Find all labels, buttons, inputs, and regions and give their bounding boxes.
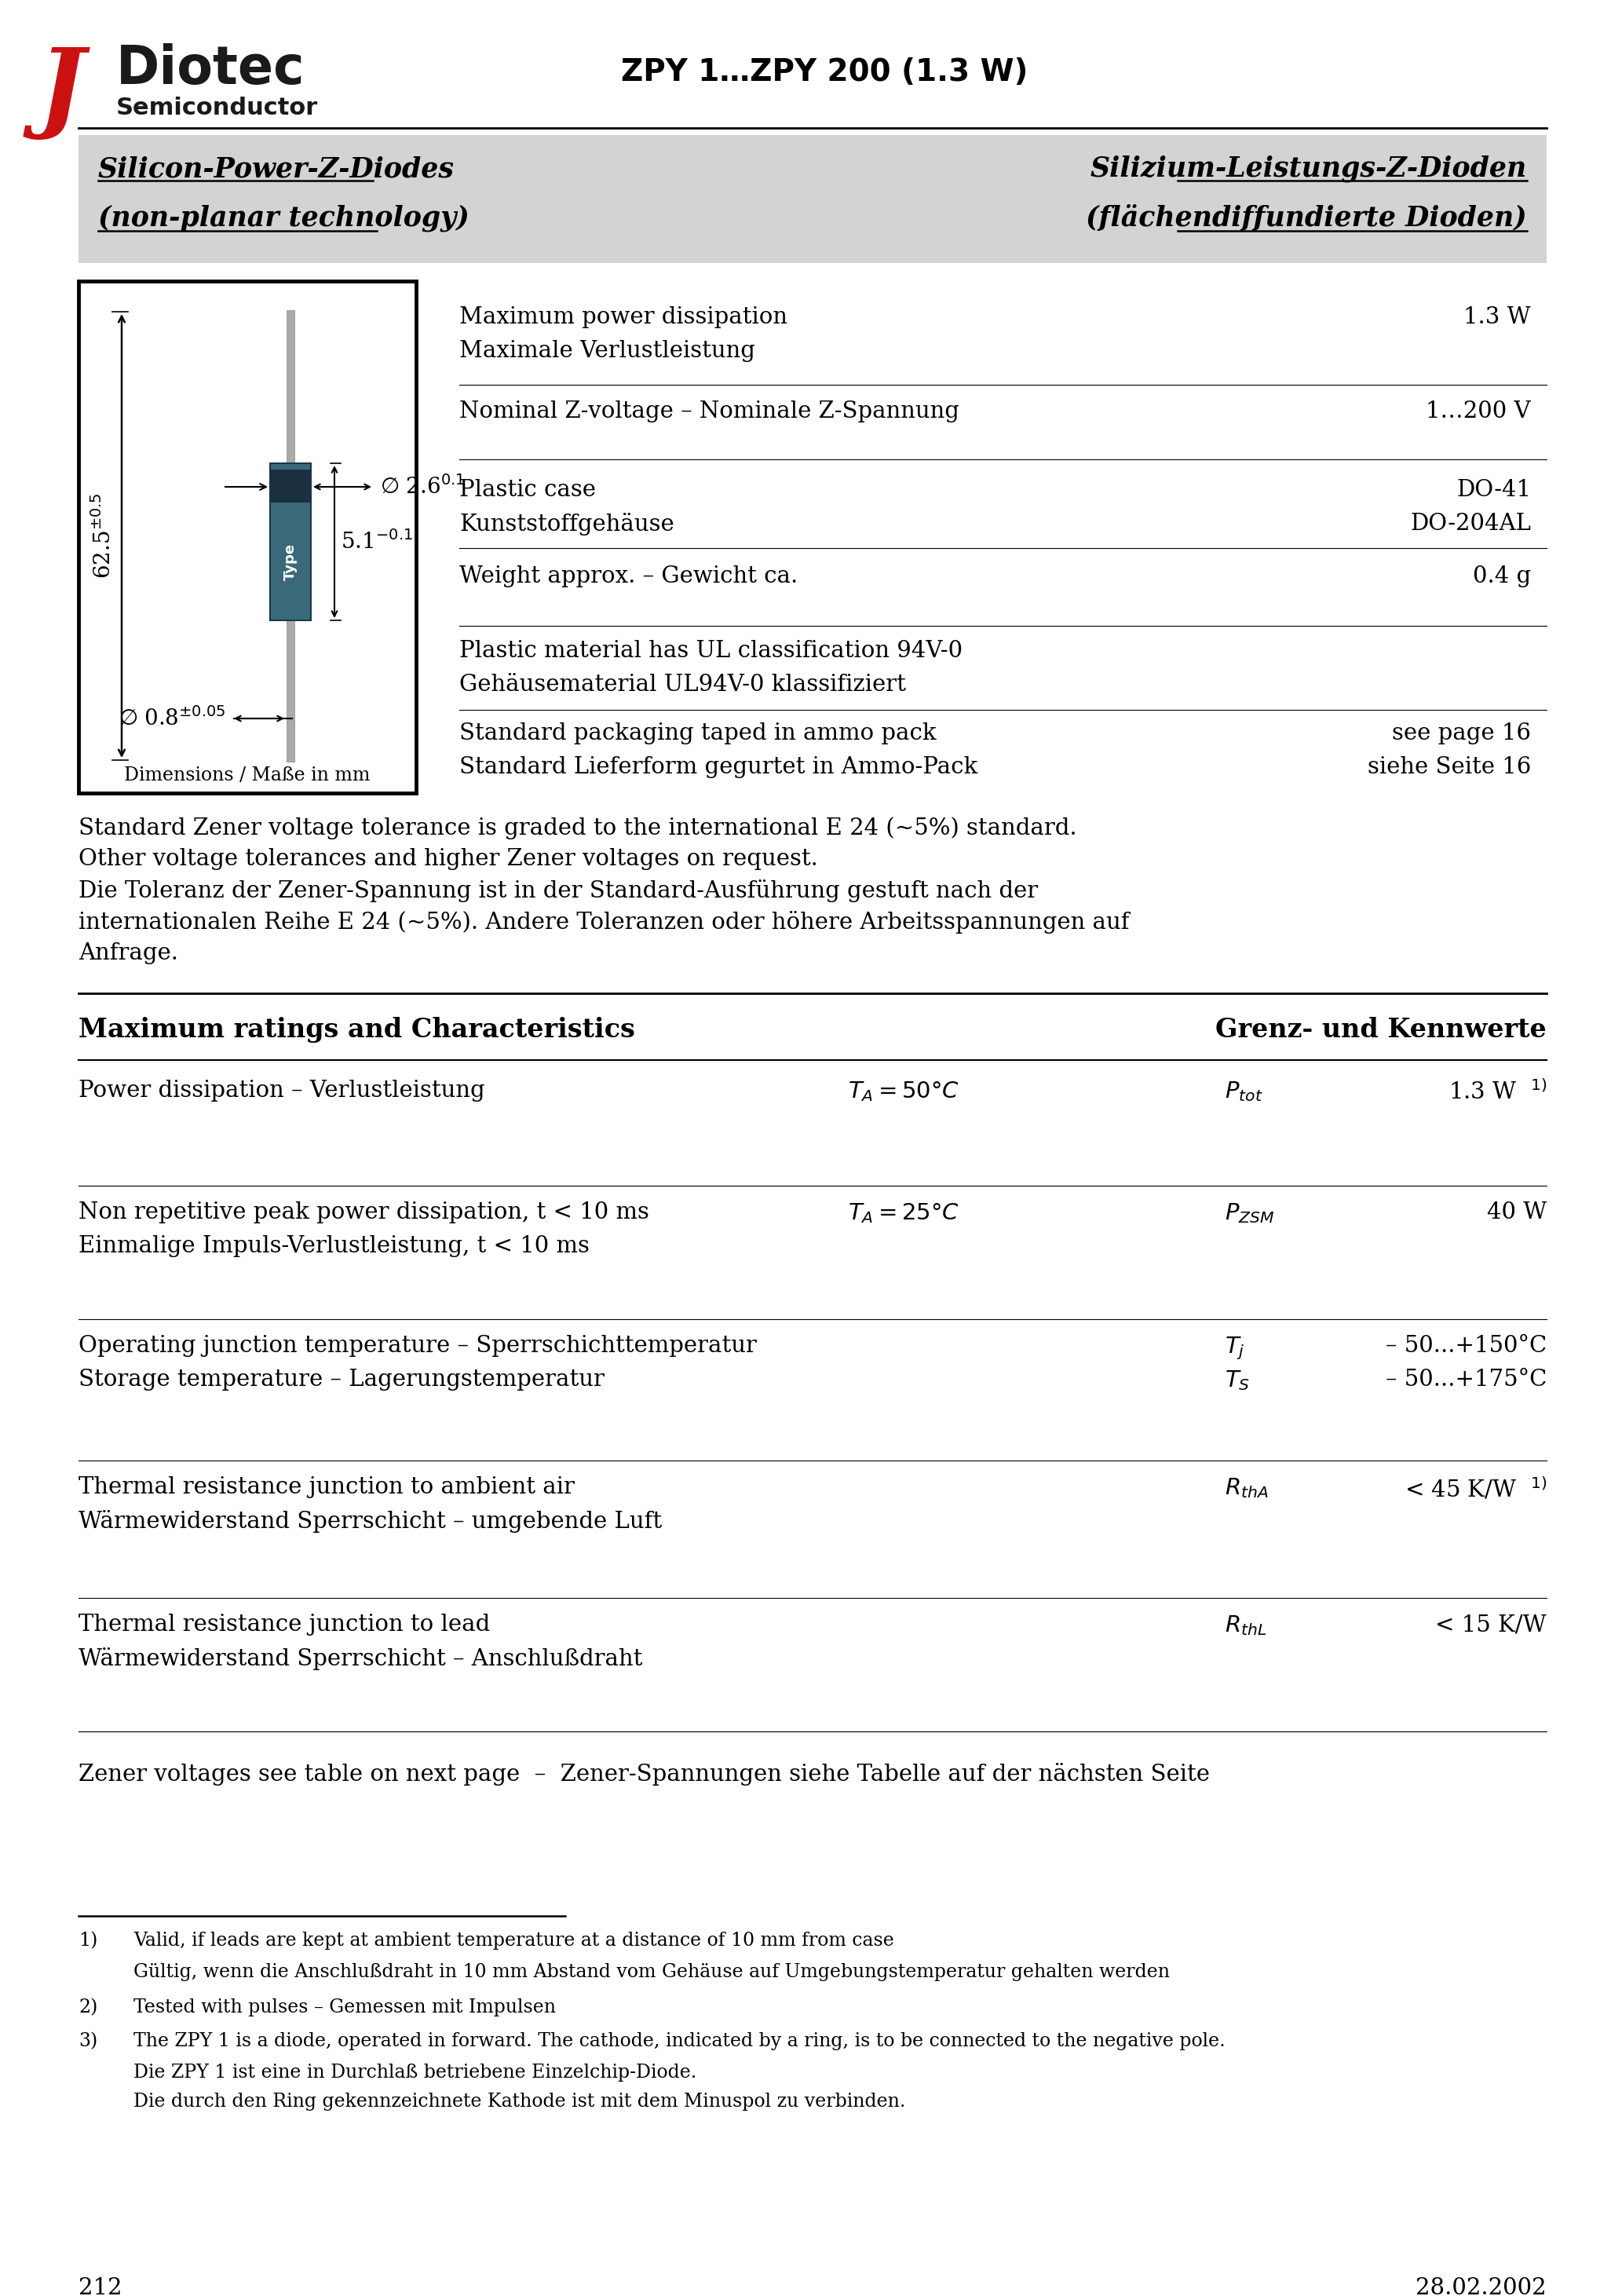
Text: Wärmewiderstand Sperrschicht – Anschlußdraht: Wärmewiderstand Sperrschicht – Anschlußd… [78, 1649, 642, 1669]
Text: Die ZPY 1 ist eine in Durchlaß betriebene Einzelchip-Diode.: Die ZPY 1 ist eine in Durchlaß betrieben… [133, 2064, 697, 2082]
Text: $\varnothing$ 0.8$^{\pm 0.05}$: $\varnothing$ 0.8$^{\pm 0.05}$ [118, 707, 225, 730]
Text: Anfrage.: Anfrage. [78, 941, 178, 964]
Text: Standard Zener voltage tolerance is graded to the international E 24 (~5%) stand: Standard Zener voltage tolerance is grad… [78, 817, 1077, 840]
Text: Einmalige Impuls-Verlustleistung, t < 10 ms: Einmalige Impuls-Verlustleistung, t < 10… [78, 1235, 589, 1258]
Text: Maximum power dissipation: Maximum power dissipation [459, 305, 787, 328]
Text: $R_{thA}$: $R_{thA}$ [1225, 1476, 1268, 1499]
Text: Plastic material has UL classification 94V-0: Plastic material has UL classification 9… [459, 641, 962, 661]
Text: Non repetitive peak power dissipation, t < 10 ms: Non repetitive peak power dissipation, t… [78, 1201, 649, 1224]
Text: $P_{ZSM}$: $P_{ZSM}$ [1225, 1201, 1275, 1224]
Text: Grenz- und Kennwerte: Grenz- und Kennwerte [1215, 1017, 1547, 1042]
Text: Nominal Z-voltage – Nominale Z-Spannung: Nominal Z-voltage – Nominale Z-Spannung [459, 400, 959, 422]
Text: internationalen Reihe E 24 (~5%). Andere Toleranzen oder höhere Arbeitsspannunge: internationalen Reihe E 24 (~5%). Andere… [78, 912, 1129, 934]
Text: DO-41: DO-41 [1457, 480, 1531, 501]
Text: Valid, if leads are kept at ambient temperature at a distance of 10 mm from case: Valid, if leads are kept at ambient temp… [133, 1931, 894, 1949]
Text: Power dissipation – Verlustleistung: Power dissipation – Verlustleistung [78, 1079, 485, 1102]
Text: $\varnothing$ 2.6$^{0.1}$: $\varnothing$ 2.6$^{0.1}$ [380, 475, 466, 498]
Text: $T_S$: $T_S$ [1225, 1368, 1251, 1391]
Text: Other voltage tolerances and higher Zener voltages on request.: Other voltage tolerances and higher Zene… [78, 847, 817, 870]
Text: Diotec: Diotec [117, 44, 305, 94]
Text: Die Toleranz der Zener-Spannung ist in der Standard-Ausführung gestuft nach der: Die Toleranz der Zener-Spannung ist in d… [78, 879, 1038, 902]
Text: (non-planar technology): (non-planar technology) [99, 204, 469, 232]
Text: Maximale Verlustleistung: Maximale Verlustleistung [459, 340, 756, 363]
Bar [78, 135, 1547, 264]
Text: $T_A = 50°C$: $T_A = 50°C$ [848, 1079, 960, 1102]
Text: < 45 K/W  $^{1)}$: < 45 K/W $^{1)}$ [1405, 1476, 1547, 1502]
Text: ZPY 1…ZPY 200 (1.3 W): ZPY 1…ZPY 200 (1.3 W) [621, 57, 1028, 87]
Text: Standard Lieferform gegurtet in Ammo-Pack: Standard Lieferform gegurtet in Ammo-Pac… [459, 755, 978, 778]
Text: 0.4 g: 0.4 g [1473, 565, 1531, 588]
Text: Type: Type [284, 542, 297, 581]
Text: Dimensions / Maße in mm: Dimensions / Maße in mm [125, 767, 370, 785]
Text: (flächendiffundierte Dioden): (flächendiffundierte Dioden) [1087, 204, 1526, 232]
Bar [287, 310, 295, 762]
Text: – 50...+150°C: – 50...+150°C [1385, 1334, 1547, 1357]
Bar [271, 471, 311, 503]
Text: 1.3 W: 1.3 W [1463, 305, 1531, 328]
Text: Kunststoffgehäuse: Kunststoffgehäuse [459, 512, 675, 535]
Text: $T_j$: $T_j$ [1225, 1334, 1244, 1362]
Text: Wärmewiderstand Sperrschicht – umgebende Luft: Wärmewiderstand Sperrschicht – umgebende… [78, 1511, 662, 1534]
Text: DO-204AL: DO-204AL [1410, 512, 1531, 535]
Text: 28.02.2002: 28.02.2002 [1416, 2278, 1547, 2296]
Text: Die durch den Ring gekennzeichnete Kathode ist mit dem Minuspol zu verbinden.: Die durch den Ring gekennzeichnete Katho… [133, 2092, 905, 2110]
Text: 1…200 V: 1…200 V [1426, 400, 1531, 422]
Text: Maximum ratings and Characteristics: Maximum ratings and Characteristics [78, 1017, 636, 1042]
Text: Zener voltages see table on next page  –  Zener-Spannungen siehe Tabelle auf der: Zener voltages see table on next page – … [78, 1763, 1210, 1786]
Text: 3): 3) [78, 2032, 97, 2050]
Text: $R_{thL}$: $R_{thL}$ [1225, 1614, 1267, 1637]
Text: Semiconductor: Semiconductor [117, 96, 318, 119]
Text: Gehäusematerial UL94V-0 klassifiziert: Gehäusematerial UL94V-0 klassifiziert [459, 673, 907, 696]
Text: 1.3 W  $^{1)}$: 1.3 W $^{1)}$ [1448, 1079, 1547, 1104]
Text: Weight approx. – Gewicht ca.: Weight approx. – Gewicht ca. [459, 565, 798, 588]
Text: Thermal resistance junction to lead: Thermal resistance junction to lead [78, 1614, 490, 1635]
Text: 40 W: 40 W [1487, 1201, 1547, 1224]
Bar [78, 280, 417, 792]
Text: Plastic case: Plastic case [459, 480, 595, 501]
Text: Thermal resistance junction to ambient air: Thermal resistance junction to ambient a… [78, 1476, 574, 1499]
Text: Operating junction temperature – Sperrschichttemperatur: Operating junction temperature – Sperrsc… [78, 1334, 757, 1357]
Text: J: J [37, 46, 84, 140]
Text: Gültig, wenn die Anschlußdraht in 10 mm Abstand vom Gehäuse auf Umgebungstempera: Gültig, wenn die Anschlußdraht in 10 mm … [133, 1963, 1169, 1981]
Text: $P_{tot}$: $P_{tot}$ [1225, 1079, 1264, 1102]
Text: Silicon-Power-Z-Diodes: Silicon-Power-Z-Diodes [99, 156, 454, 181]
Text: Storage temperature – Lagerungstemperatur: Storage temperature – Lagerungstemperatu… [78, 1368, 605, 1391]
Text: 62.5$^{\pm 0.5}$: 62.5$^{\pm 0.5}$ [92, 491, 115, 579]
Text: see page 16: see page 16 [1392, 723, 1531, 744]
Text: < 15 K/W: < 15 K/W [1435, 1614, 1547, 1635]
Text: – 50...+175°C: – 50...+175°C [1385, 1368, 1547, 1391]
Bar [271, 464, 311, 620]
Text: siehe Seite 16: siehe Seite 16 [1367, 755, 1531, 778]
Text: The ZPY 1 is a diode, operated in forward. The cathode, indicated by a ring, is : The ZPY 1 is a diode, operated in forwar… [133, 2032, 1225, 2050]
Text: Tested with pulses – Gemessen mit Impulsen: Tested with pulses – Gemessen mit Impuls… [133, 1998, 556, 2016]
Text: 1): 1) [78, 1931, 97, 1949]
Text: $T_A = 25°C$: $T_A = 25°C$ [848, 1201, 960, 1224]
Text: 212: 212 [78, 2278, 122, 2296]
Text: Silizium-Leistungs-Z-Dioden: Silizium-Leistungs-Z-Dioden [1090, 156, 1526, 181]
Text: 2): 2) [78, 1998, 97, 2016]
Text: 5.1$^{-0.1}$: 5.1$^{-0.1}$ [341, 530, 414, 553]
Text: Standard packaging taped in ammo pack: Standard packaging taped in ammo pack [459, 723, 936, 744]
